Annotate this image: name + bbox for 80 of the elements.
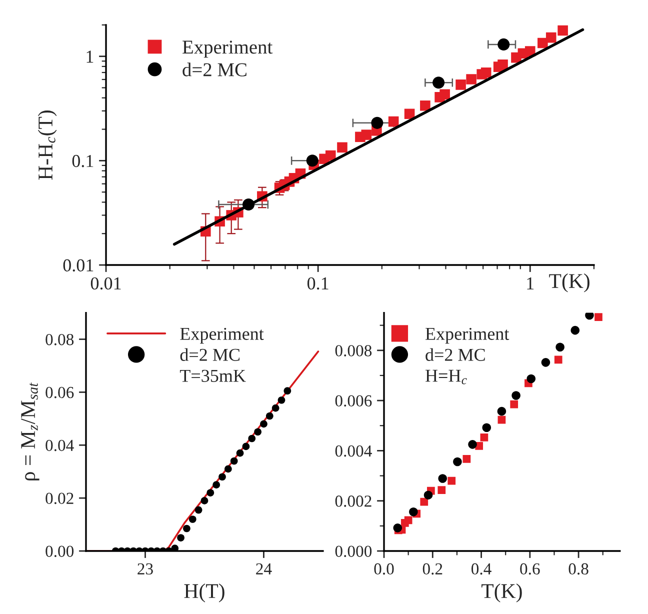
y-tick-label: 1 [86,50,94,63]
point [183,524,190,532]
point [230,457,238,465]
x-tick-label: 0.2 [422,563,442,575]
y-axis-title: ρ = M$_{z}$/M$_{sat}$ [21,382,40,480]
x-tick-label: 0.6 [520,563,540,575]
point [482,423,492,432]
x-tick-label: 0.8 [568,563,588,575]
point [409,507,418,516]
point [254,428,262,436]
y-tick-label: 0.06 [46,386,74,398]
point [404,516,412,524]
y-tick-label: 0.04 [46,440,74,452]
x-tick-label: 0.0 [374,563,394,575]
point [260,420,268,428]
x-axis-title: T(K) [549,273,590,292]
legend-label: d=2 MC [426,348,485,361]
point [510,400,518,408]
annotation: H=H$_{c}$ [426,370,467,384]
x-axis-title: H(T) [184,583,224,602]
point [218,473,226,481]
x-tick-label: 0.01 [90,277,121,290]
legend-label: d=2 MC [180,348,240,361]
y-axis-title: H-H$_{c}$(T) [38,110,57,180]
x-tick-label: 1 [527,277,534,290]
point [480,433,488,442]
point [462,455,471,463]
point [512,391,520,400]
point [177,534,184,542]
point [497,406,506,416]
point [526,374,536,384]
point [438,486,446,494]
point [453,457,462,466]
point [200,497,208,504]
point [212,481,220,488]
y-tick-label: 0.01 [63,259,94,272]
point [188,516,196,523]
y-tick-label: 0.006 [335,395,372,407]
point [424,490,433,500]
y-tick-label: 0.004 [335,445,372,457]
point [420,498,428,506]
y-tick-label: 0.002 [335,496,372,507]
y-tick-label: 0.000 [335,546,372,558]
x-tick-label: 23 [138,563,153,575]
point [224,465,232,473]
point [393,524,402,532]
point [556,342,564,352]
annotation: T=35mK [180,370,246,382]
point [171,544,179,552]
point [468,440,477,449]
legend-label: Experiment [180,328,264,344]
point [570,326,580,335]
y-tick-label: 0.08 [46,334,74,346]
point [206,489,214,496]
legend-label: Experiment [426,328,510,344]
x-tick-label: 0.1 [307,277,328,290]
y-tick-label: 0.02 [46,492,74,504]
point [242,442,250,450]
point [194,506,202,514]
y-tick-label: 0.008 [335,345,372,356]
point [266,412,274,420]
point [594,313,602,321]
point [448,476,456,485]
point [541,358,550,367]
x-axis-title: T(K) [481,583,522,602]
y-tick-label: 0.1 [72,154,94,168]
point [278,396,286,404]
point [554,356,562,364]
legend-label: d=2 MC [182,62,246,76]
point [585,312,594,320]
point [284,387,292,395]
point [236,449,244,457]
point [272,404,280,412]
point [438,474,447,483]
x-tick-label: 0.4 [471,563,492,575]
point [498,416,506,424]
x-tick-label: 24 [256,563,272,574]
y-tick-label: 0.00 [46,546,74,558]
legend-label: Experiment [182,40,273,58]
point [248,434,256,442]
